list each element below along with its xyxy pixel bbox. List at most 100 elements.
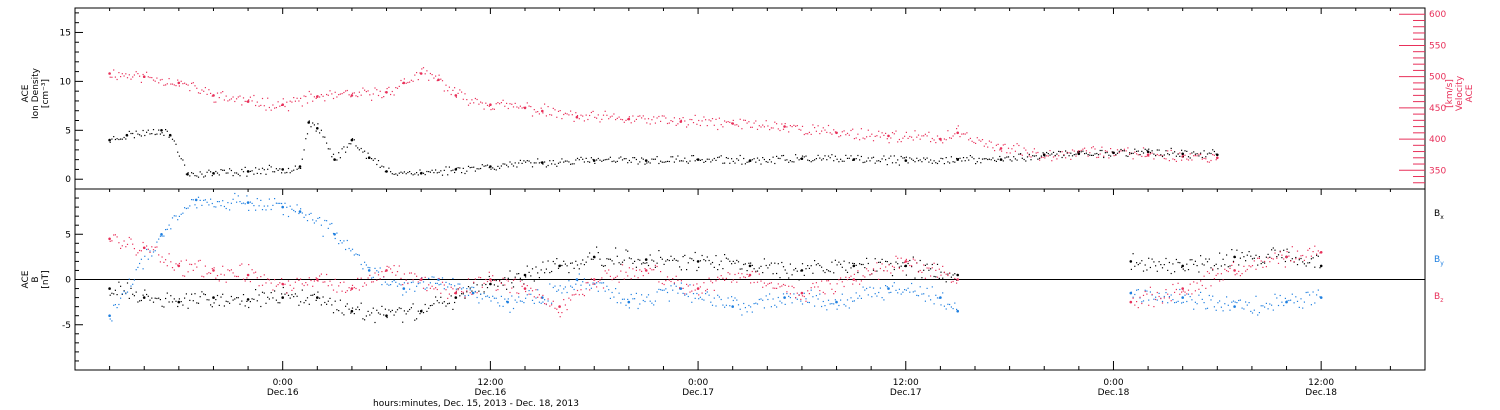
data-point bbox=[611, 279, 613, 281]
data-point bbox=[377, 274, 380, 276]
data-point bbox=[589, 114, 591, 117]
data-point bbox=[433, 276, 435, 278]
data-point bbox=[514, 162, 516, 164]
data-point bbox=[466, 99, 468, 101]
data-point bbox=[1094, 148, 1096, 150]
data-point bbox=[1277, 262, 1280, 264]
data-point bbox=[905, 156, 907, 158]
data-point bbox=[751, 264, 753, 266]
data-marker bbox=[419, 309, 423, 313]
data-point bbox=[204, 265, 206, 267]
density-axis-label-line: [cm⁻³] bbox=[41, 79, 51, 108]
data-point bbox=[236, 297, 238, 299]
data-point bbox=[154, 246, 156, 248]
data-point bbox=[1283, 249, 1285, 251]
data-point bbox=[1125, 155, 1127, 157]
data-point bbox=[673, 117, 675, 119]
data-point bbox=[902, 262, 904, 264]
data-point bbox=[551, 270, 553, 273]
data-point bbox=[412, 281, 414, 283]
data-point bbox=[666, 259, 669, 261]
data-point bbox=[126, 77, 129, 79]
data-point bbox=[990, 159, 992, 161]
data-point bbox=[1170, 294, 1172, 296]
data-point bbox=[777, 283, 779, 285]
data-point bbox=[630, 258, 632, 260]
data-point bbox=[506, 102, 508, 104]
data-point bbox=[620, 156, 622, 158]
data-point bbox=[850, 267, 852, 269]
data-point bbox=[139, 75, 141, 77]
data-point bbox=[618, 116, 620, 118]
data-point bbox=[187, 307, 189, 309]
data-point bbox=[826, 159, 828, 161]
data-point bbox=[139, 249, 141, 252]
data-point bbox=[846, 299, 849, 301]
data-point bbox=[282, 98, 284, 100]
data-point bbox=[377, 94, 380, 97]
data-point bbox=[433, 77, 435, 79]
data-point bbox=[1251, 312, 1254, 314]
data-point bbox=[767, 298, 769, 301]
data-point bbox=[495, 289, 497, 291]
data-point bbox=[1136, 153, 1138, 155]
data-point bbox=[613, 277, 615, 279]
data-point bbox=[930, 159, 932, 161]
data-point bbox=[810, 287, 812, 289]
data-point bbox=[611, 160, 613, 163]
data-point bbox=[525, 276, 527, 278]
data-point bbox=[395, 281, 397, 283]
data-point bbox=[943, 163, 945, 165]
data-point bbox=[447, 303, 449, 305]
data-point bbox=[684, 120, 686, 122]
data-marker bbox=[385, 314, 388, 318]
data-point bbox=[284, 202, 286, 204]
data-point bbox=[1245, 301, 1247, 303]
data-point bbox=[284, 105, 286, 108]
data-point bbox=[701, 254, 703, 257]
data-point bbox=[1208, 272, 1210, 274]
data-point bbox=[568, 297, 570, 299]
data-point bbox=[945, 308, 947, 310]
data-point bbox=[1284, 266, 1286, 268]
data-point bbox=[552, 300, 554, 302]
data-point bbox=[1307, 249, 1309, 251]
data-point bbox=[286, 206, 288, 208]
data-point bbox=[120, 76, 122, 78]
data-point bbox=[296, 168, 298, 170]
data-point bbox=[156, 133, 158, 135]
data-point bbox=[151, 77, 153, 79]
data-point bbox=[641, 117, 643, 119]
data-point bbox=[1312, 251, 1314, 253]
data-point bbox=[722, 304, 724, 306]
data-point bbox=[367, 90, 369, 92]
data-point bbox=[751, 311, 753, 313]
data-point bbox=[717, 269, 719, 271]
data-marker bbox=[1319, 264, 1323, 268]
data-point bbox=[386, 265, 388, 267]
data-point bbox=[485, 283, 487, 286]
data-point bbox=[935, 269, 937, 271]
data-point bbox=[737, 304, 740, 306]
data-point bbox=[396, 271, 399, 273]
data-point bbox=[552, 160, 554, 162]
data-point bbox=[1317, 250, 1319, 252]
data-point bbox=[241, 168, 243, 171]
data-point bbox=[182, 212, 184, 214]
data-point bbox=[168, 253, 170, 255]
data-point bbox=[192, 172, 194, 175]
data-point bbox=[419, 279, 421, 281]
data-marker bbox=[454, 296, 458, 299]
data-point bbox=[313, 124, 315, 126]
data-point bbox=[261, 167, 264, 169]
data-point bbox=[660, 256, 662, 258]
data-point bbox=[351, 307, 354, 309]
data-point bbox=[556, 165, 558, 167]
data-point bbox=[182, 304, 184, 306]
data-point bbox=[566, 160, 568, 162]
data-point bbox=[1016, 159, 1018, 161]
data-point bbox=[497, 285, 499, 287]
data-point bbox=[954, 161, 956, 163]
data-point bbox=[158, 254, 160, 256]
data-point bbox=[1001, 150, 1003, 152]
